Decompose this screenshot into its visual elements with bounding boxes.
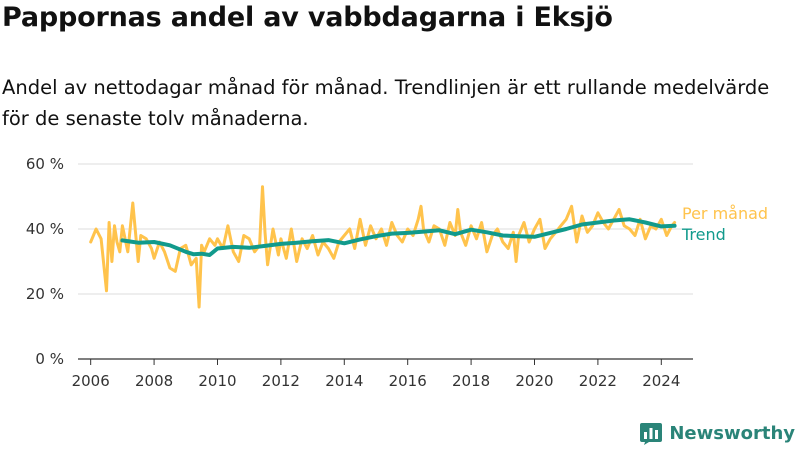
newsworthy-brand: Newsworthy bbox=[639, 421, 795, 445]
series-label-per-manad: Per månad bbox=[682, 204, 768, 223]
y-tick-label: 40 % bbox=[26, 220, 64, 238]
series bbox=[89, 185, 677, 309]
chart-subtitle: Andel av nettodagar månad för månad. Tre… bbox=[2, 76, 770, 130]
x-tick-label: 2018 bbox=[452, 372, 490, 390]
y-tick-label: 20 % bbox=[26, 285, 64, 303]
series-line-per-manad bbox=[89, 185, 677, 309]
x-tick-label: 2012 bbox=[262, 372, 300, 390]
x-tick-label: 2008 bbox=[135, 372, 173, 390]
series-line-trend bbox=[120, 217, 677, 257]
y-tick-label: 60 % bbox=[26, 155, 64, 173]
x-tick-label: 2016 bbox=[389, 372, 427, 390]
x-tick-label: 2020 bbox=[515, 372, 553, 390]
chart-title: Pappornas andel av vabbdagarna i Eksjö bbox=[2, 2, 613, 33]
brand-name: Newsworthy bbox=[669, 422, 795, 444]
x-tick-label: 2014 bbox=[325, 372, 363, 390]
gridlines bbox=[78, 163, 693, 295]
x-tick-label: 2010 bbox=[198, 372, 236, 390]
y-tick-label: 0 % bbox=[35, 350, 64, 368]
axes: 0 % 20 % 40 % 60 % 2006 2008 2010 2012 2014 2016 2… bbox=[26, 155, 693, 390]
x-tick-label: 2006 bbox=[72, 372, 110, 390]
series-labels: Per månad Trend bbox=[681, 204, 768, 244]
series-label-trend: Trend bbox=[681, 225, 726, 244]
bar-chart-logo-icon bbox=[640, 423, 663, 445]
x-tick-label: 2022 bbox=[579, 372, 617, 390]
x-tick-label: 2024 bbox=[642, 372, 680, 390]
